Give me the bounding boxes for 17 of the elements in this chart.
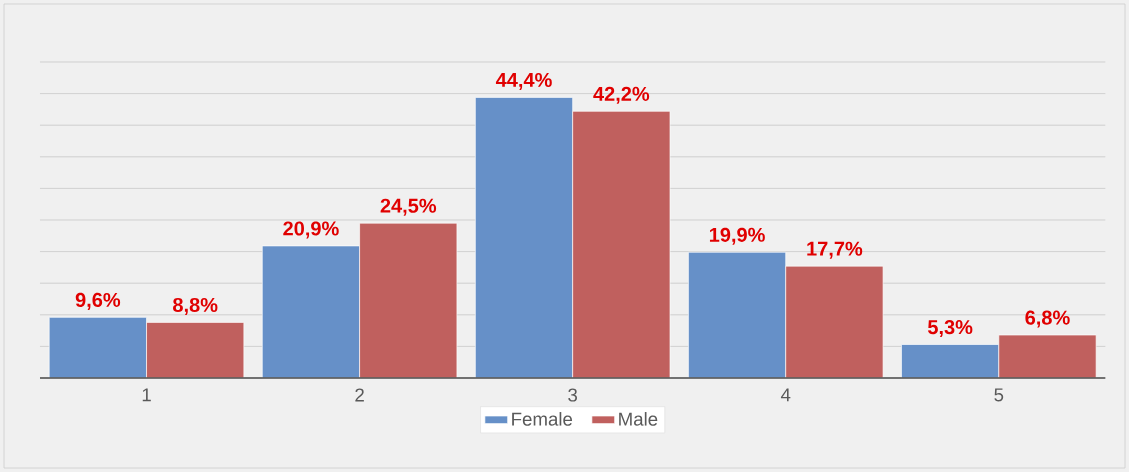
data-label: 8,8% bbox=[173, 297, 218, 315]
data-label: 9,6% bbox=[75, 292, 121, 310]
x-tick-label: 3 bbox=[568, 388, 578, 402]
data-label: 20,9% bbox=[283, 221, 339, 239]
legend-label: Female bbox=[512, 412, 573, 426]
data-label: 17,7% bbox=[807, 241, 863, 259]
legend-label: Male bbox=[619, 412, 658, 426]
data-label: 19,9% bbox=[709, 227, 765, 245]
data-label: 44,4% bbox=[495, 72, 552, 90]
x-tick-label: 4 bbox=[780, 388, 791, 402]
x-tick-label: 2 bbox=[355, 388, 364, 402]
x-tick-label: 5 bbox=[994, 388, 1004, 402]
data-label: 6,8% bbox=[1025, 310, 1070, 328]
data-label: 5,3% bbox=[927, 320, 973, 338]
data-label: 42,2% bbox=[593, 86, 650, 104]
x-tick-label: 1 bbox=[142, 388, 151, 402]
data-label: 24,5% bbox=[380, 198, 437, 216]
